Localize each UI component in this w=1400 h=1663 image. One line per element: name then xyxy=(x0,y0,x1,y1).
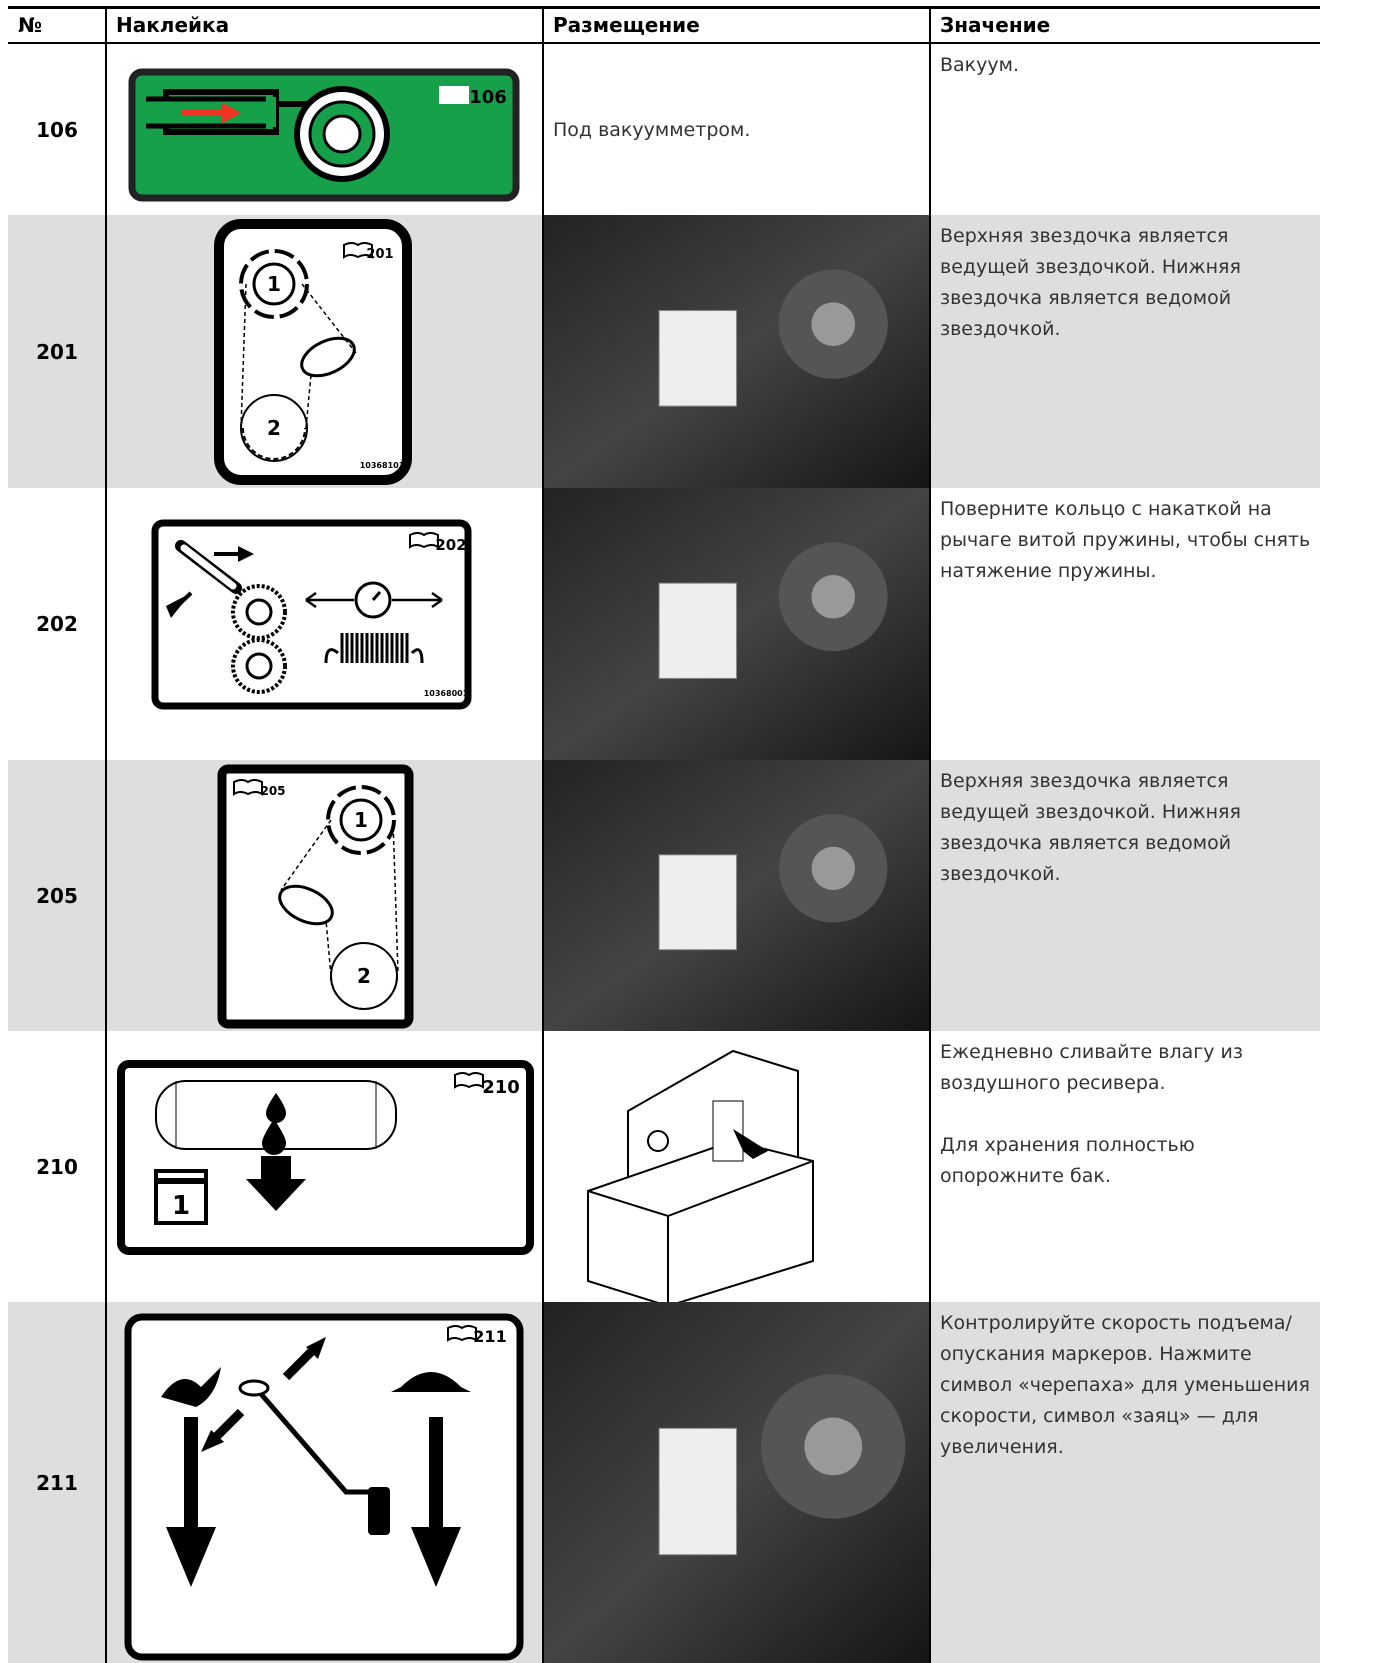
decal-text: 210 xyxy=(482,1077,520,1098)
meaning-cell: Верхняя звездочка является ведущей звезд… xyxy=(930,760,1320,1031)
row-number: 201 xyxy=(8,215,106,488)
decal-text: 205 xyxy=(260,784,285,798)
row-number: 202 xyxy=(8,488,106,760)
placement-cell xyxy=(543,488,930,760)
meaning-cell: Контролируйте скорость подъема/опускания… xyxy=(930,1302,1320,1663)
decal-text: 2 xyxy=(357,964,371,988)
decal: 211 xyxy=(124,1313,524,1661)
placement-photo xyxy=(543,1302,930,1663)
decal-text: 106 xyxy=(469,87,507,108)
decal-text: 1 xyxy=(172,1191,190,1221)
decal-text: 2 xyxy=(267,416,281,440)
meaning-cell: Ежедневно сливайте влагу из воздушного р… xyxy=(930,1031,1320,1302)
meaning-text: Вакуум. xyxy=(940,54,1020,76)
row-number: 106 xyxy=(8,44,106,215)
placement-photo xyxy=(543,1031,930,1302)
decal-cell: 205 1 2 xyxy=(106,760,543,1031)
decal: 106 xyxy=(128,68,520,202)
meaning-text: Поверните кольцо с накаткой на рычаге ви… xyxy=(940,498,1311,582)
header-cell: № xyxy=(18,13,43,37)
decal-text: 201 xyxy=(366,247,393,262)
decal: 205 1 2 xyxy=(217,764,414,1029)
meaning-cell: Верхняя звездочка является ведущей звезд… xyxy=(930,215,1320,488)
header-border xyxy=(8,6,1320,9)
header-cell: Размещение xyxy=(553,13,700,37)
decal: 202 10368001 xyxy=(151,519,472,710)
header-cell: Наклейка xyxy=(116,13,230,37)
decal-cell: 210 1 xyxy=(106,1031,543,1302)
meaning-cell: Вакуум. xyxy=(930,44,1320,215)
row-number: 205 xyxy=(8,760,106,1031)
column-divider xyxy=(542,9,544,1663)
placement-cell: Под вакуумметром. xyxy=(543,44,930,215)
decal-text: 10368001 xyxy=(424,689,469,698)
placement-cell xyxy=(543,215,930,488)
meaning-text: Верхняя звездочка является ведущей звезд… xyxy=(940,770,1241,885)
meaning-text: Верхняя звездочка является ведущей звезд… xyxy=(940,225,1241,340)
decal-cell: 201 10368101 1 2 xyxy=(106,215,543,488)
header-underline xyxy=(8,42,1320,44)
meaning-text: Ежедневно сливайте влагу из воздушного р… xyxy=(940,1041,1243,1094)
decal: 201 10368101 1 2 xyxy=(214,219,412,485)
meaning-cell: Поверните кольцо с накаткой на рычаге ви… xyxy=(930,488,1320,760)
decal: 210 1 xyxy=(117,1060,534,1255)
meaning-text: Для хранения полностью опорожните бак. xyxy=(940,1134,1195,1187)
decal-text: 211 xyxy=(473,1327,506,1346)
row-number: 211 xyxy=(8,1302,106,1663)
placement-photo xyxy=(543,488,930,760)
meaning-text: Контролируйте скорость подъема/опускания… xyxy=(940,1312,1310,1458)
placement-cell xyxy=(543,1302,930,1663)
column-divider xyxy=(929,9,931,1663)
placement-cell xyxy=(543,1031,930,1302)
placement-photo xyxy=(543,760,930,1031)
decal-text: 202 xyxy=(435,536,466,554)
header-cell: Значение xyxy=(940,13,1051,37)
placement-photo xyxy=(543,215,930,488)
decal-text: 1 xyxy=(354,808,368,832)
placement-cell xyxy=(543,760,930,1031)
decal-text: 10368101 xyxy=(360,461,405,470)
decal-text: 1 xyxy=(267,272,281,296)
placement-text: Под вакуумметром. xyxy=(553,118,751,141)
row-number: 210 xyxy=(8,1031,106,1302)
decal-cell: 211 xyxy=(106,1302,543,1663)
decal-cell: 202 10368001 xyxy=(106,488,543,760)
decal-cell: 106 xyxy=(106,44,543,215)
column-divider xyxy=(105,9,107,1663)
